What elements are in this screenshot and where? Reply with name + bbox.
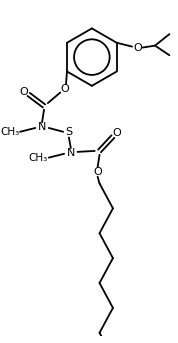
Text: O: O xyxy=(20,86,28,97)
Text: S: S xyxy=(65,127,72,137)
Text: O: O xyxy=(61,84,69,94)
Text: O: O xyxy=(112,128,121,138)
Text: O: O xyxy=(133,43,142,52)
Text: O: O xyxy=(93,167,102,177)
Text: CH₃: CH₃ xyxy=(0,127,19,137)
Text: N: N xyxy=(67,148,75,158)
Text: CH₃: CH₃ xyxy=(29,153,48,163)
Text: N: N xyxy=(38,122,46,132)
